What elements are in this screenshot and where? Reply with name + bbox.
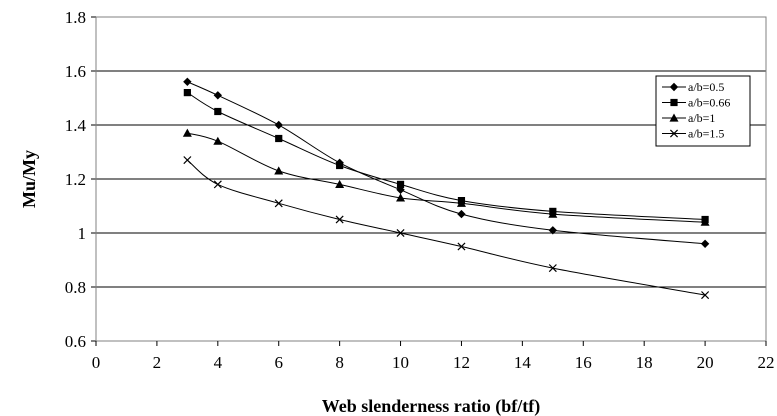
legend-marker: [669, 129, 679, 138]
data-point: [274, 166, 284, 175]
data-point: [213, 136, 223, 145]
y-tick-label: 1.2: [65, 170, 86, 189]
data-point: [336, 161, 344, 170]
data-point: [183, 89, 191, 97]
y-tick-label: 1.4: [65, 116, 87, 135]
legend-marker: [669, 82, 679, 92]
y-tick-label: 0.8: [65, 278, 86, 297]
y-tick-label: 1.6: [65, 62, 86, 81]
x-tick-label: 18: [636, 353, 653, 372]
data-point: [274, 199, 283, 208]
x-tick-label: 22: [758, 353, 775, 372]
data-point: [335, 179, 345, 188]
data-point: [213, 91, 223, 100]
data-point: [700, 217, 710, 226]
x-tick-label: 16: [575, 353, 592, 372]
y-axis-title: Mu/My: [19, 150, 39, 208]
data-point: [182, 128, 192, 137]
data-point: [335, 215, 344, 224]
x-tick-label: 12: [453, 353, 470, 372]
legend-marker: [670, 98, 678, 107]
data-point: [548, 209, 558, 218]
data-point: [213, 180, 222, 189]
x-tick-label: 8: [335, 353, 344, 372]
legend-label: a/b=0.5: [688, 80, 724, 94]
x-tick-label: 6: [274, 353, 283, 372]
y-tick-label: 0.6: [65, 332, 86, 351]
x-tick-label: 14: [514, 353, 532, 372]
data-point: [396, 193, 406, 202]
y-tick-label: 1: [78, 224, 87, 243]
legend-marker: [669, 113, 679, 122]
x-tick-label: 4: [214, 353, 223, 372]
x-tick-label: 0: [92, 353, 101, 372]
legend-label: a/b=1.5: [688, 127, 724, 141]
series-1: [183, 77, 710, 248]
legend: a/b=0.5 a/b=0.66a/b=1 a/b=1.5: [655, 75, 751, 147]
series-line: [187, 92, 706, 220]
x-axis-title: Web slenderness ratio (bf/tf): [322, 396, 540, 416]
data-point: [457, 209, 466, 219]
data-point: [183, 77, 192, 86]
series-3: [182, 128, 710, 226]
series-line: [187, 132, 706, 223]
series-4: [183, 156, 710, 300]
x-tick-label: 2: [153, 353, 162, 372]
y-tick-label: 1.8: [65, 8, 86, 27]
data-point: [700, 239, 710, 248]
data-point: [183, 156, 192, 165]
data-point: [548, 226, 558, 235]
x-tick-label: 20: [697, 353, 714, 372]
data-point: [456, 198, 466, 207]
series-layer: [182, 77, 710, 300]
series-line: [187, 159, 706, 296]
data-point: [396, 228, 405, 238]
data-point: [274, 120, 283, 130]
series-2: [183, 89, 709, 224]
x-tick-label: 10: [392, 353, 409, 372]
data-point: [701, 291, 710, 300]
data-point: [214, 107, 222, 116]
legend-label: a/b=0.66: [688, 96, 730, 110]
legend-label: a/b=1: [688, 111, 715, 125]
data-point: [275, 134, 283, 143]
grid-lines: [96, 16, 766, 342]
data-point: [457, 242, 466, 251]
data-point: [548, 264, 557, 273]
data-point: [396, 180, 405, 188]
axis-ticks: 0.6 0.8 1 1.2 1.4 1.6 1.8 0 2 4 6 8 10 12 14 16 18 20 22: [65, 8, 775, 372]
series-line: [187, 81, 706, 245]
